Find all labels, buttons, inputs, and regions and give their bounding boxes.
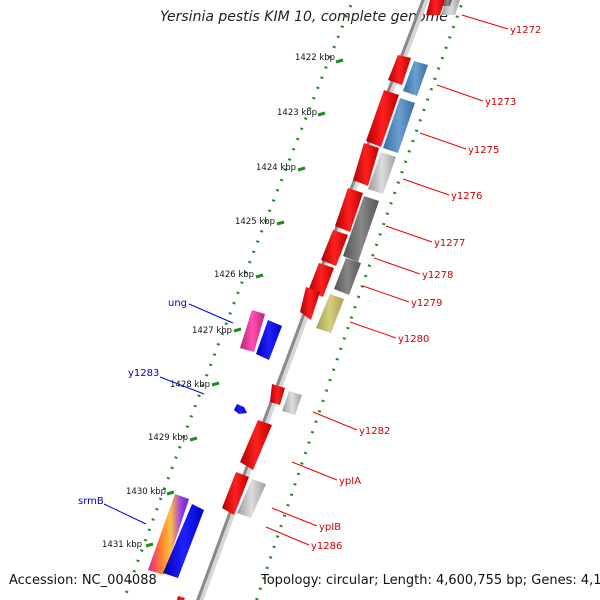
gene-label: ung xyxy=(168,298,187,309)
gene-label: y1276 xyxy=(451,191,482,202)
gene-label: y1277 xyxy=(434,238,465,249)
gene-feature xyxy=(321,230,348,266)
inner-leader-lines xyxy=(103,303,234,525)
gene-feature xyxy=(383,98,415,153)
gene-feature xyxy=(368,152,396,194)
gene-feature xyxy=(240,310,265,352)
ruler-label: 1426 kbp xyxy=(214,270,254,280)
gene-feature xyxy=(282,391,302,415)
gene-label: y1275 xyxy=(468,145,499,156)
ruler-ticks xyxy=(145,58,344,548)
ruler-label: 1428 kbp xyxy=(170,380,210,390)
inner-gene-labels: ung y1283 srmB xyxy=(78,298,187,507)
gene-label: y1283 xyxy=(128,368,159,379)
gene-feature xyxy=(237,479,266,518)
gene-feature xyxy=(234,404,247,414)
gene-feature xyxy=(300,287,320,320)
outer-gene-track xyxy=(177,0,460,600)
gene-feature xyxy=(177,596,185,600)
gene-feature xyxy=(270,384,285,405)
gene-feature xyxy=(388,55,411,85)
ruler-label: 1431 kbp xyxy=(102,540,142,550)
gene-label: y1286 xyxy=(311,541,342,552)
ruler-label: 1430 kbp xyxy=(126,487,166,497)
ruler-label: 1429 kbp xyxy=(148,433,188,443)
gene-label: y1278 xyxy=(422,270,453,281)
gene-label: ypIA xyxy=(339,476,361,487)
gene-label: srmB xyxy=(78,496,104,507)
gene-label: ypIB xyxy=(319,522,341,533)
outer-gene-labels: y1272 y1273 y1275 y1276 y1277 y1278 y127… xyxy=(311,25,541,552)
gene-feature xyxy=(316,294,344,333)
gene-label: y1280 xyxy=(398,334,429,345)
inner-ruler xyxy=(122,0,355,600)
gene-feature xyxy=(148,494,189,575)
ruler-label: 1423 kbp xyxy=(277,108,317,118)
gene-feature xyxy=(256,320,282,360)
gene-feature xyxy=(335,188,363,232)
gene-label: y1273 xyxy=(485,97,516,108)
gene-feature xyxy=(426,0,445,15)
ruler-labels: 1422 kbp 1423 kbp 1424 kbp 1425 kbp 1426… xyxy=(102,53,335,550)
gene-feature xyxy=(366,90,399,147)
accession-text: Accession: NC_004088 xyxy=(9,573,157,588)
gene-feature xyxy=(403,61,428,96)
ruler-label: 1424 kbp xyxy=(256,163,296,173)
gene-feature xyxy=(240,420,272,470)
ruler-label: 1425 kbp xyxy=(235,217,275,227)
gene-label: y1272 xyxy=(510,25,541,36)
gene-feature xyxy=(308,263,334,297)
gene-label: y1282 xyxy=(359,426,390,437)
gene-feature xyxy=(163,504,204,578)
gene-feature xyxy=(443,0,452,6)
gene-feature xyxy=(222,472,249,515)
gene-label: y1279 xyxy=(411,298,442,309)
map-title: Yersinia pestis KIM 10, complete genome xyxy=(160,9,448,25)
inner-gene-track xyxy=(148,310,282,578)
ruler-label: 1422 kbp xyxy=(295,53,335,63)
ruler-label: 1427 kbp xyxy=(192,326,232,336)
gene-feature xyxy=(353,143,379,186)
gene-feature xyxy=(334,258,361,295)
outer-leader-lines xyxy=(265,14,509,546)
gene-feature xyxy=(343,196,379,262)
genome-summary: Topology: circular; Length: 4,600,755 bp… xyxy=(261,573,600,588)
